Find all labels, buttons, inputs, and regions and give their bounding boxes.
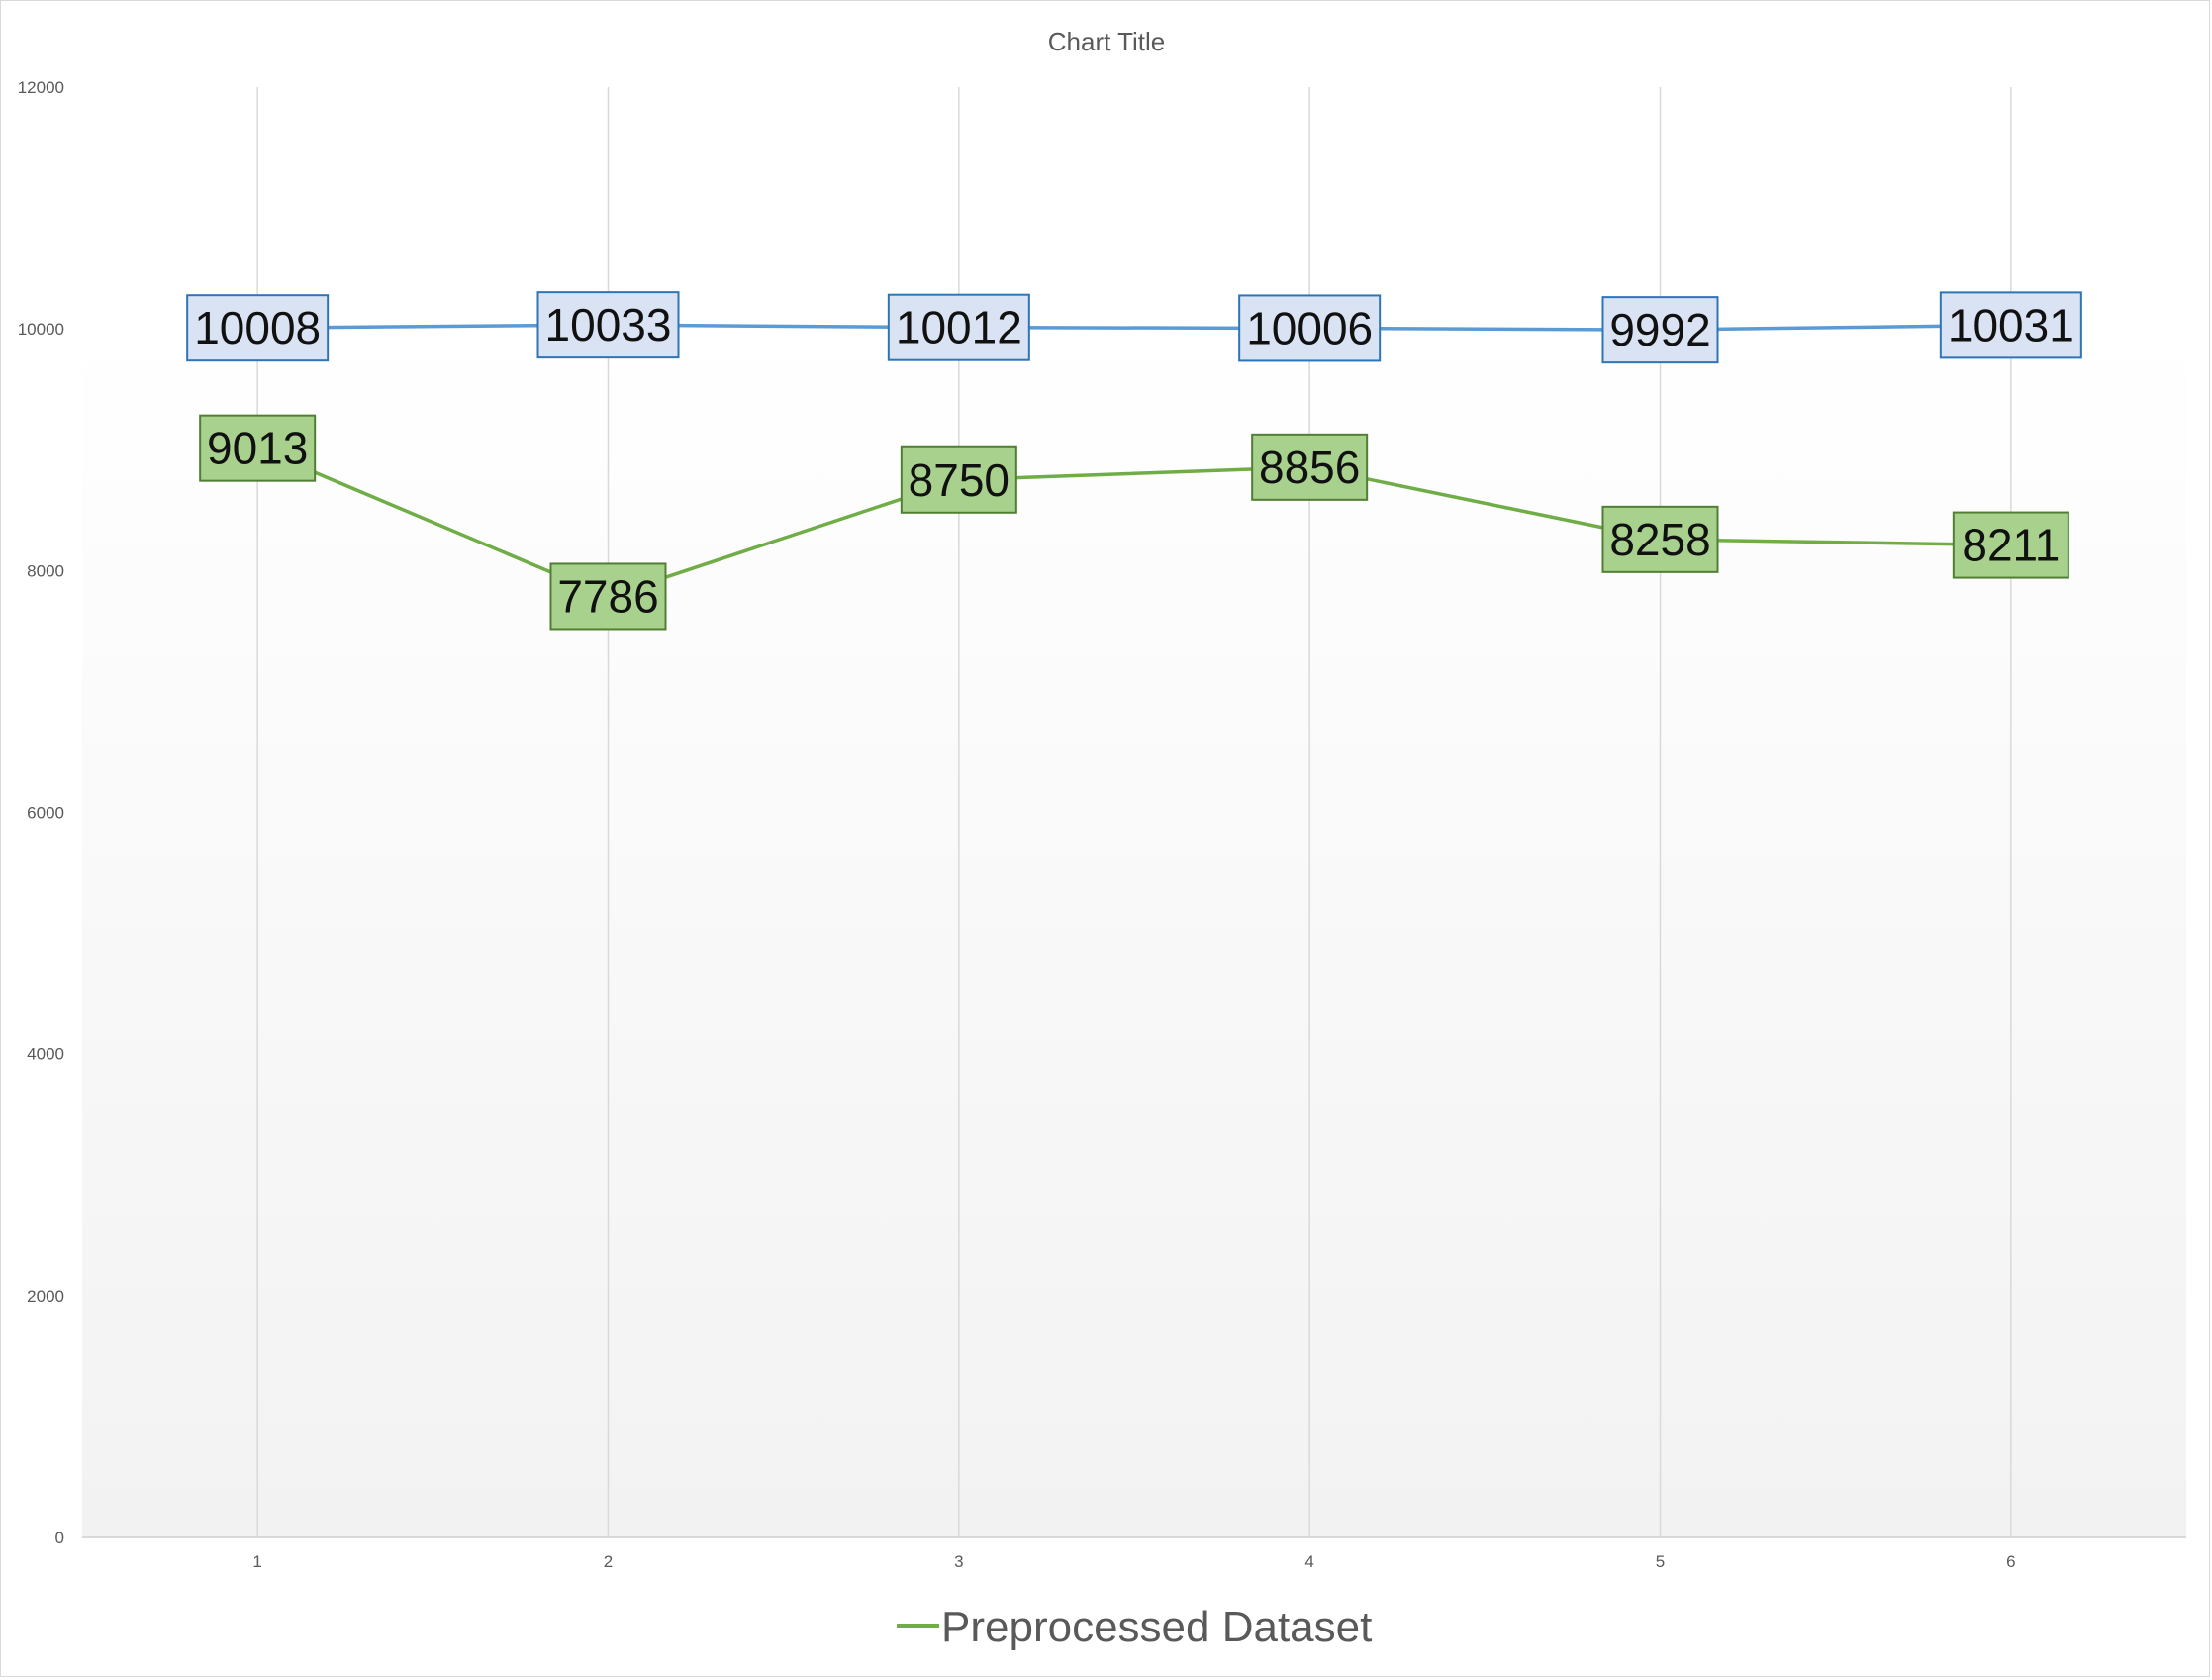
data-label-text: 9013 <box>207 423 308 474</box>
chart-title: Chart Title <box>1048 27 1166 56</box>
x-tick-label: 4 <box>1304 1552 1313 1571</box>
legend-label: Preprocessed Dataset <box>941 1603 1372 1651</box>
data-label: 10008 <box>186 294 330 362</box>
y-tick-label: 2000 <box>27 1287 64 1306</box>
data-label-box <box>1238 294 1382 362</box>
y-tick-label: 4000 <box>27 1045 64 1064</box>
y-tick-label: 6000 <box>27 804 64 823</box>
data-label-text: 10006 <box>1246 302 1373 353</box>
data-label-text: 8258 <box>1609 514 1710 565</box>
data-label-text: 8750 <box>909 454 1010 506</box>
plot-area <box>82 328 2186 1537</box>
data-label-text: 10008 <box>194 302 321 353</box>
data-label-box <box>549 562 667 631</box>
y-tick-label: 12000 <box>18 78 64 97</box>
data-label-box <box>1952 511 2069 579</box>
x-tick-label: 5 <box>1656 1552 1665 1571</box>
data-label: 10033 <box>536 291 680 359</box>
data-label-box <box>900 445 1017 514</box>
axes: 0 2000 4000 6000 8000 10000 12000 1 2 3 4 5 6 <box>18 78 2186 1571</box>
x-tick-label: 6 <box>2006 1552 2015 1571</box>
data-label-box <box>1601 296 1719 364</box>
data-label: 9013 <box>199 414 317 482</box>
data-label-box <box>536 291 680 359</box>
data-label: 10031 <box>1939 291 2082 359</box>
legend-item: Preprocessed Dataset <box>897 1603 1372 1651</box>
data-label-box <box>199 414 317 482</box>
y-tick-label: 10000 <box>18 320 64 339</box>
data-label-text: 10033 <box>545 299 672 350</box>
y-tick-label: 0 <box>55 1529 64 1547</box>
data-label: 8856 <box>1251 433 1369 501</box>
data-label-text: 8856 <box>1259 442 1360 493</box>
y-tick-label: 8000 <box>27 561 64 580</box>
data-label-text: 9992 <box>1609 304 1710 355</box>
data-label: 8750 <box>900 445 1017 514</box>
data-label: 7786 <box>549 562 667 631</box>
data-label-text: 10012 <box>896 302 1022 353</box>
data-label-box <box>1939 291 2082 359</box>
data-labels: 10008 10033 10012 10006 9992 10031 9013 7786 875… <box>186 291 2082 631</box>
x-tick-label: 3 <box>954 1552 963 1571</box>
data-label-box <box>1601 505 1719 573</box>
legend: Preprocessed Dataset <box>897 1603 1372 1651</box>
x-tick-label: 2 <box>604 1552 613 1571</box>
data-label: 8211 <box>1952 511 2069 579</box>
data-label: 8258 <box>1601 505 1719 573</box>
data-label-text: 7786 <box>557 570 658 622</box>
data-label: 9992 <box>1601 296 1719 364</box>
data-label-box <box>1251 433 1369 501</box>
x-tick-label: 1 <box>252 1552 261 1571</box>
data-label: 10006 <box>1238 294 1382 362</box>
data-label-box <box>186 294 330 362</box>
data-label-box <box>887 293 1030 361</box>
data-label-text: 10031 <box>1948 299 2074 350</box>
data-label: 10012 <box>887 293 1030 361</box>
series-line <box>256 446 2011 599</box>
data-label-text: 8211 <box>1962 520 2060 571</box>
